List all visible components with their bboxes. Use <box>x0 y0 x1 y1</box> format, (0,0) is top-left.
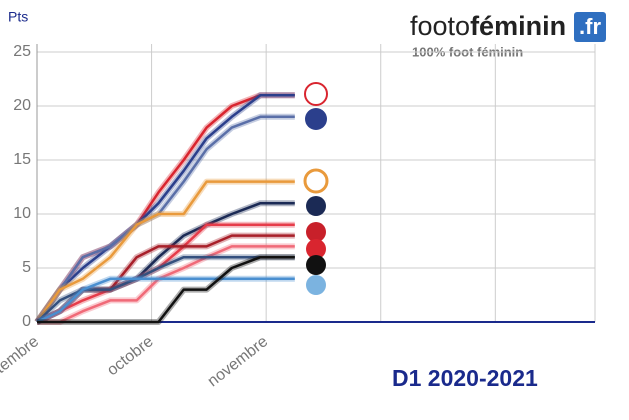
y-tick-label: 5 <box>22 259 31 276</box>
team-logo <box>306 222 326 242</box>
series-line <box>36 277 295 324</box>
team-logo <box>306 196 326 216</box>
x-tick-label: septembre <box>0 333 42 393</box>
y-tick-label: 25 <box>13 43 31 60</box>
brand-bold: féminin <box>470 11 566 41</box>
series-line <box>35 180 295 323</box>
y-tick-label: 0 <box>22 313 31 330</box>
brand-end: .fr <box>579 14 601 39</box>
y-axis-label: Pts <box>8 9 28 25</box>
x-tick-label: novembre <box>205 333 272 390</box>
y-tick-label: 10 <box>13 205 31 222</box>
team-logo <box>305 108 327 130</box>
team-logo <box>303 168 329 194</box>
team-logo <box>306 255 326 275</box>
brand-start: footo <box>410 11 470 41</box>
series-line <box>35 93 295 323</box>
team-logo <box>306 239 326 259</box>
series-line <box>36 255 295 323</box>
team-logo <box>306 275 326 295</box>
brand-logo: footoféminin <box>410 11 566 41</box>
series-line <box>37 255 295 324</box>
y-tick-label: 15 <box>13 151 31 168</box>
caption: D1 2020-2021 <box>392 365 538 391</box>
brand-box <box>574 12 606 42</box>
team-logos <box>303 82 329 295</box>
y-tick-label: 20 <box>13 97 31 114</box>
team-logo <box>304 82 328 106</box>
x-tick-label: octobre <box>104 333 157 379</box>
